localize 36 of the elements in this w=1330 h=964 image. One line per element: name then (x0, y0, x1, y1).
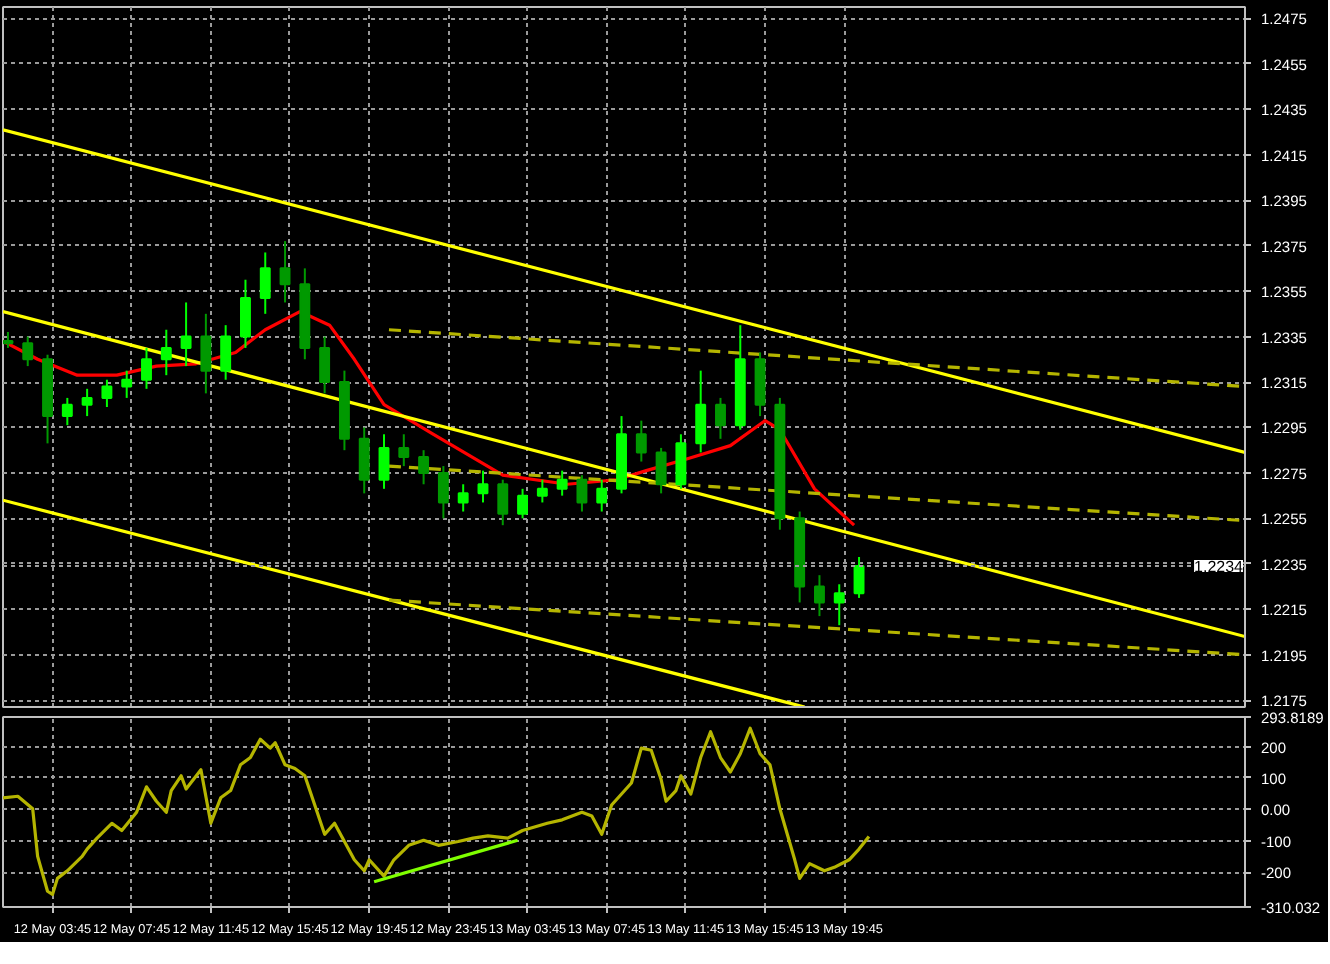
candlestick (378, 433, 390, 490)
candlestick (754, 351, 766, 418)
candlestick (398, 433, 410, 468)
candlestick (437, 465, 449, 520)
candlestick (477, 469, 489, 504)
candlestick (675, 433, 687, 490)
candlestick (81, 387, 93, 418)
candlestick (141, 346, 152, 390)
candlestick (715, 396, 726, 440)
candlestick (695, 369, 707, 454)
candlestick (457, 483, 469, 513)
candlestick (279, 240, 291, 304)
candlestick (536, 478, 548, 504)
candlestick (635, 419, 647, 463)
candlestick (240, 278, 251, 349)
ref-line-label: 1.2234 (1194, 558, 1245, 577)
candlestick (259, 251, 271, 315)
candlestick (319, 335, 331, 395)
candlestick (655, 446, 667, 495)
candlestick (576, 474, 588, 513)
candlestick (418, 449, 430, 486)
candlestick (22, 335, 34, 368)
candlestick (61, 396, 73, 427)
candlestick (556, 469, 568, 497)
candlestick (596, 478, 608, 513)
candlestick (358, 426, 370, 495)
candlestick (200, 312, 212, 395)
candlestick (833, 583, 845, 627)
candlestick (220, 324, 232, 381)
candlestick (121, 369, 133, 399)
candlestick (517, 487, 529, 520)
candlestick (101, 378, 113, 408)
candlestick (160, 328, 172, 377)
candlestick (180, 301, 192, 368)
candlestick (497, 478, 509, 527)
candlestick (814, 574, 825, 618)
